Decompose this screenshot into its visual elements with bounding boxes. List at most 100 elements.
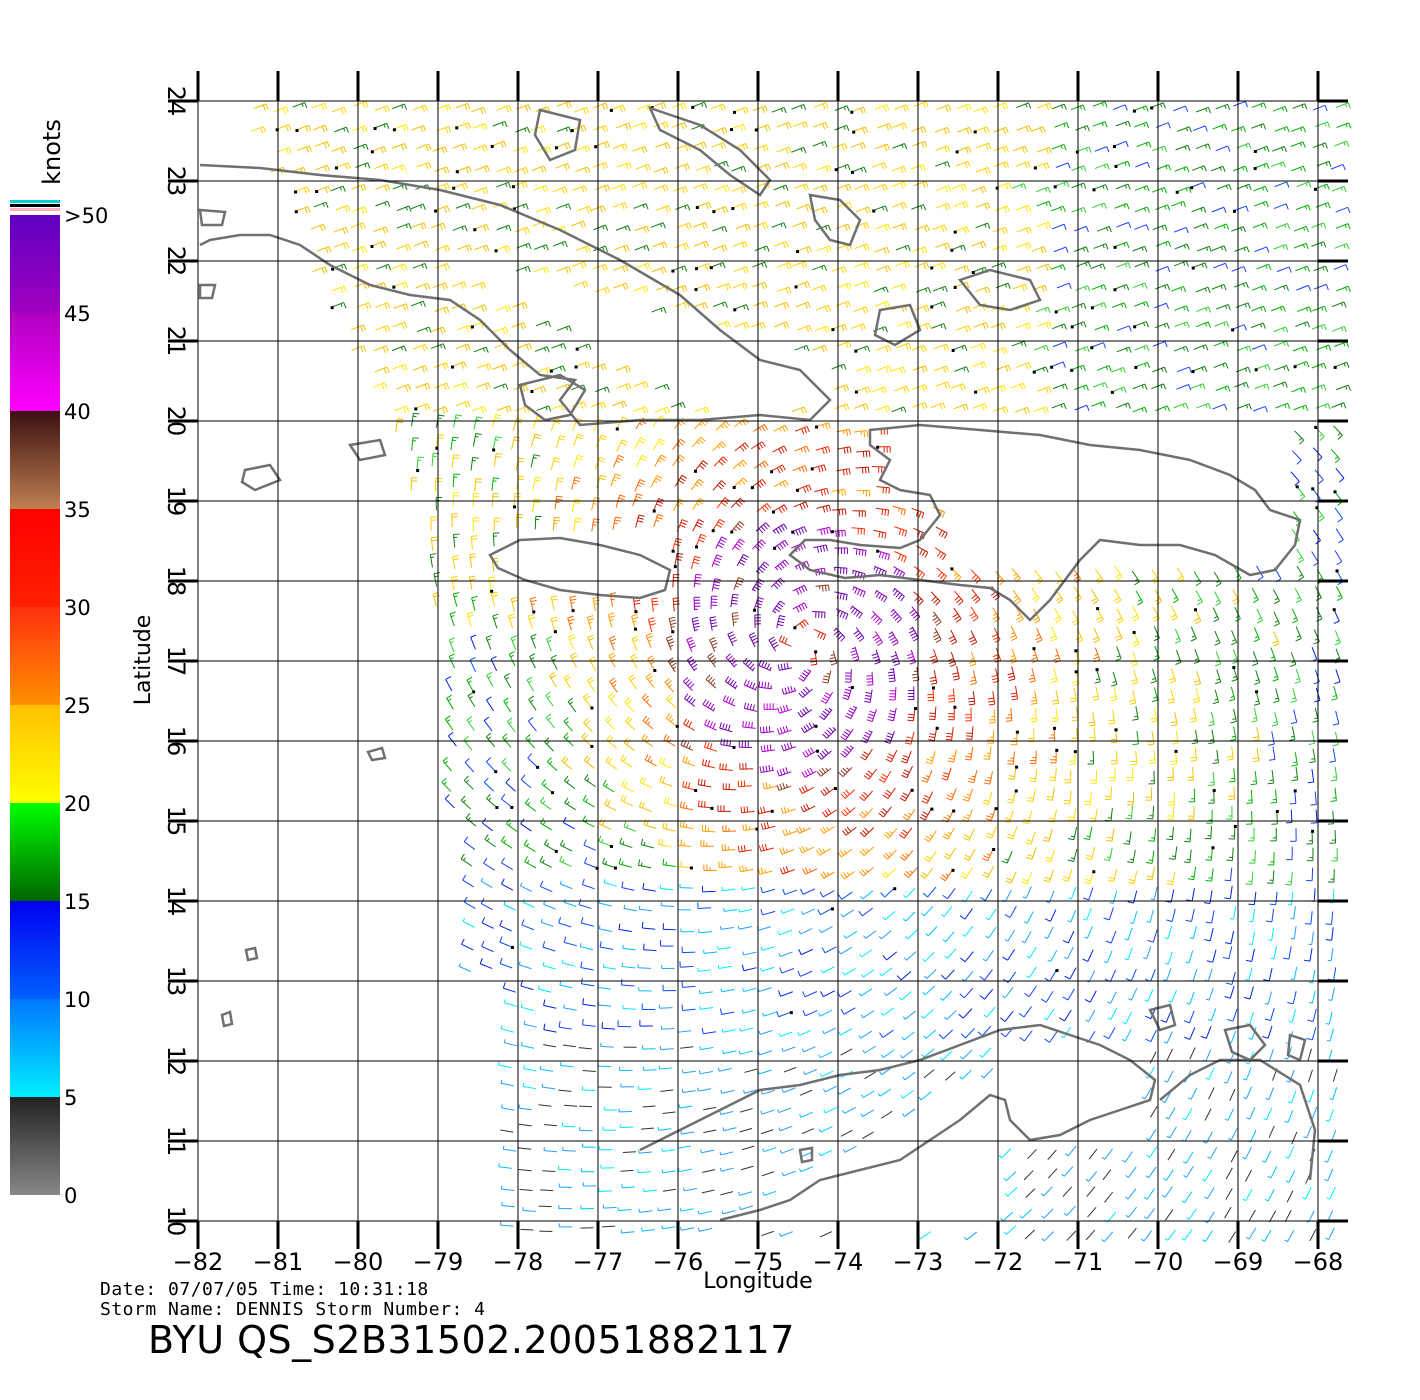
wind-barb (1273, 203, 1289, 210)
info-storm: Storm Name: DENNIS Storm Number: 4 (100, 1299, 486, 1320)
wind-barb (451, 513, 458, 528)
wind-barb (1313, 283, 1329, 291)
wind-barb (525, 733, 536, 749)
wind-barb (774, 301, 790, 310)
wind-barb (731, 538, 746, 551)
wind-barb (1071, 302, 1087, 309)
wind-barb (691, 436, 706, 448)
y-axis-label: Latitude (131, 615, 156, 706)
wind-barb (1129, 910, 1138, 925)
wind-barb (513, 146, 529, 154)
wind-barb (776, 767, 792, 777)
wind-barb (582, 693, 594, 710)
wind-barb (1332, 710, 1340, 726)
wind-barb (1175, 144, 1191, 152)
wind-barb (376, 263, 392, 271)
wind-barb (596, 474, 607, 488)
wind-barb (802, 747, 820, 758)
wind-barb (519, 941, 533, 950)
wind-barb (944, 1010, 957, 1020)
wind-barb (852, 586, 866, 598)
wind-barb (892, 143, 908, 150)
wind-barb (1330, 448, 1341, 464)
wind-barb (455, 400, 471, 409)
wind-barb (969, 670, 977, 685)
wind-barb (876, 486, 890, 494)
wind-barb (597, 1062, 611, 1068)
wind-barb (1009, 648, 1017, 664)
wind-barb (624, 697, 635, 712)
wind-barb (1054, 122, 1070, 129)
wind-barb (1111, 302, 1127, 309)
wind-barb (394, 405, 410, 414)
wind-barb (1036, 263, 1052, 271)
wind-barb (719, 1151, 734, 1156)
wind-barb (653, 514, 664, 528)
wind-barb (1331, 847, 1338, 862)
wind-barb (546, 636, 553, 652)
wind-barb (815, 422, 831, 430)
wind-barb (1284, 1229, 1295, 1243)
wind-barb (633, 203, 649, 210)
wind-barb (1251, 123, 1267, 130)
wind-barb (545, 713, 555, 728)
wind-barb (850, 646, 860, 662)
wind-barb (1181, 1191, 1193, 1204)
wind-barb (1336, 586, 1343, 602)
wind-barb (1047, 809, 1058, 823)
wind-barb (1091, 401, 1106, 408)
wind-barb (598, 835, 613, 848)
wind-barb (411, 412, 420, 427)
wind-barb (1232, 205, 1249, 213)
wind-barb (799, 845, 814, 854)
wind-barb (894, 526, 908, 537)
wind-barb (575, 145, 591, 153)
wind-barb (995, 182, 1012, 190)
wind-barb (612, 516, 622, 530)
wind-barb (494, 245, 511, 253)
wind-barb (928, 706, 937, 721)
wind-barb (985, 825, 997, 839)
wind-barb (969, 606, 979, 622)
wind-barb (638, 905, 653, 912)
wind-barb (948, 705, 957, 721)
wind-barb (1163, 968, 1172, 982)
wind-barb (971, 589, 981, 604)
wind-barb (1071, 706, 1079, 722)
wind-barb (433, 282, 448, 290)
wind-barb (1170, 711, 1178, 727)
wind-barb (1306, 847, 1314, 862)
wind-barb (1273, 243, 1289, 251)
wind-barb (1327, 967, 1337, 981)
wind-barb (776, 146, 792, 155)
wind-barb (718, 861, 733, 869)
wind-barb (550, 654, 558, 670)
wind-barb (677, 1144, 692, 1149)
wind-barb (510, 635, 517, 651)
wind-barb (731, 185, 747, 194)
wind-barb (1292, 345, 1308, 353)
wind-barb (799, 1089, 813, 1096)
wind-barb (1293, 225, 1309, 233)
wind-barb (733, 266, 749, 274)
wind-barb (480, 877, 493, 889)
wind-barb (1151, 383, 1167, 390)
wind-barb (638, 1208, 653, 1213)
wind-barb (1101, 1148, 1113, 1160)
wind-barb (695, 263, 711, 271)
wind-barb (582, 794, 595, 808)
wind-barb (681, 1004, 696, 1011)
wind-barb (543, 1044, 557, 1048)
wind-barb (562, 1044, 576, 1048)
wind-barb (819, 890, 835, 898)
wind-barb (713, 456, 728, 467)
wind-barb (416, 456, 424, 473)
wind-barb (1082, 887, 1094, 901)
wind-barb (1134, 224, 1150, 231)
wind-barb (1070, 104, 1086, 111)
wind-barb (973, 322, 989, 330)
wind-barb (1231, 125, 1247, 133)
wind-barb (679, 1207, 694, 1212)
wind-barb (893, 104, 909, 112)
wind-barb (816, 848, 832, 856)
